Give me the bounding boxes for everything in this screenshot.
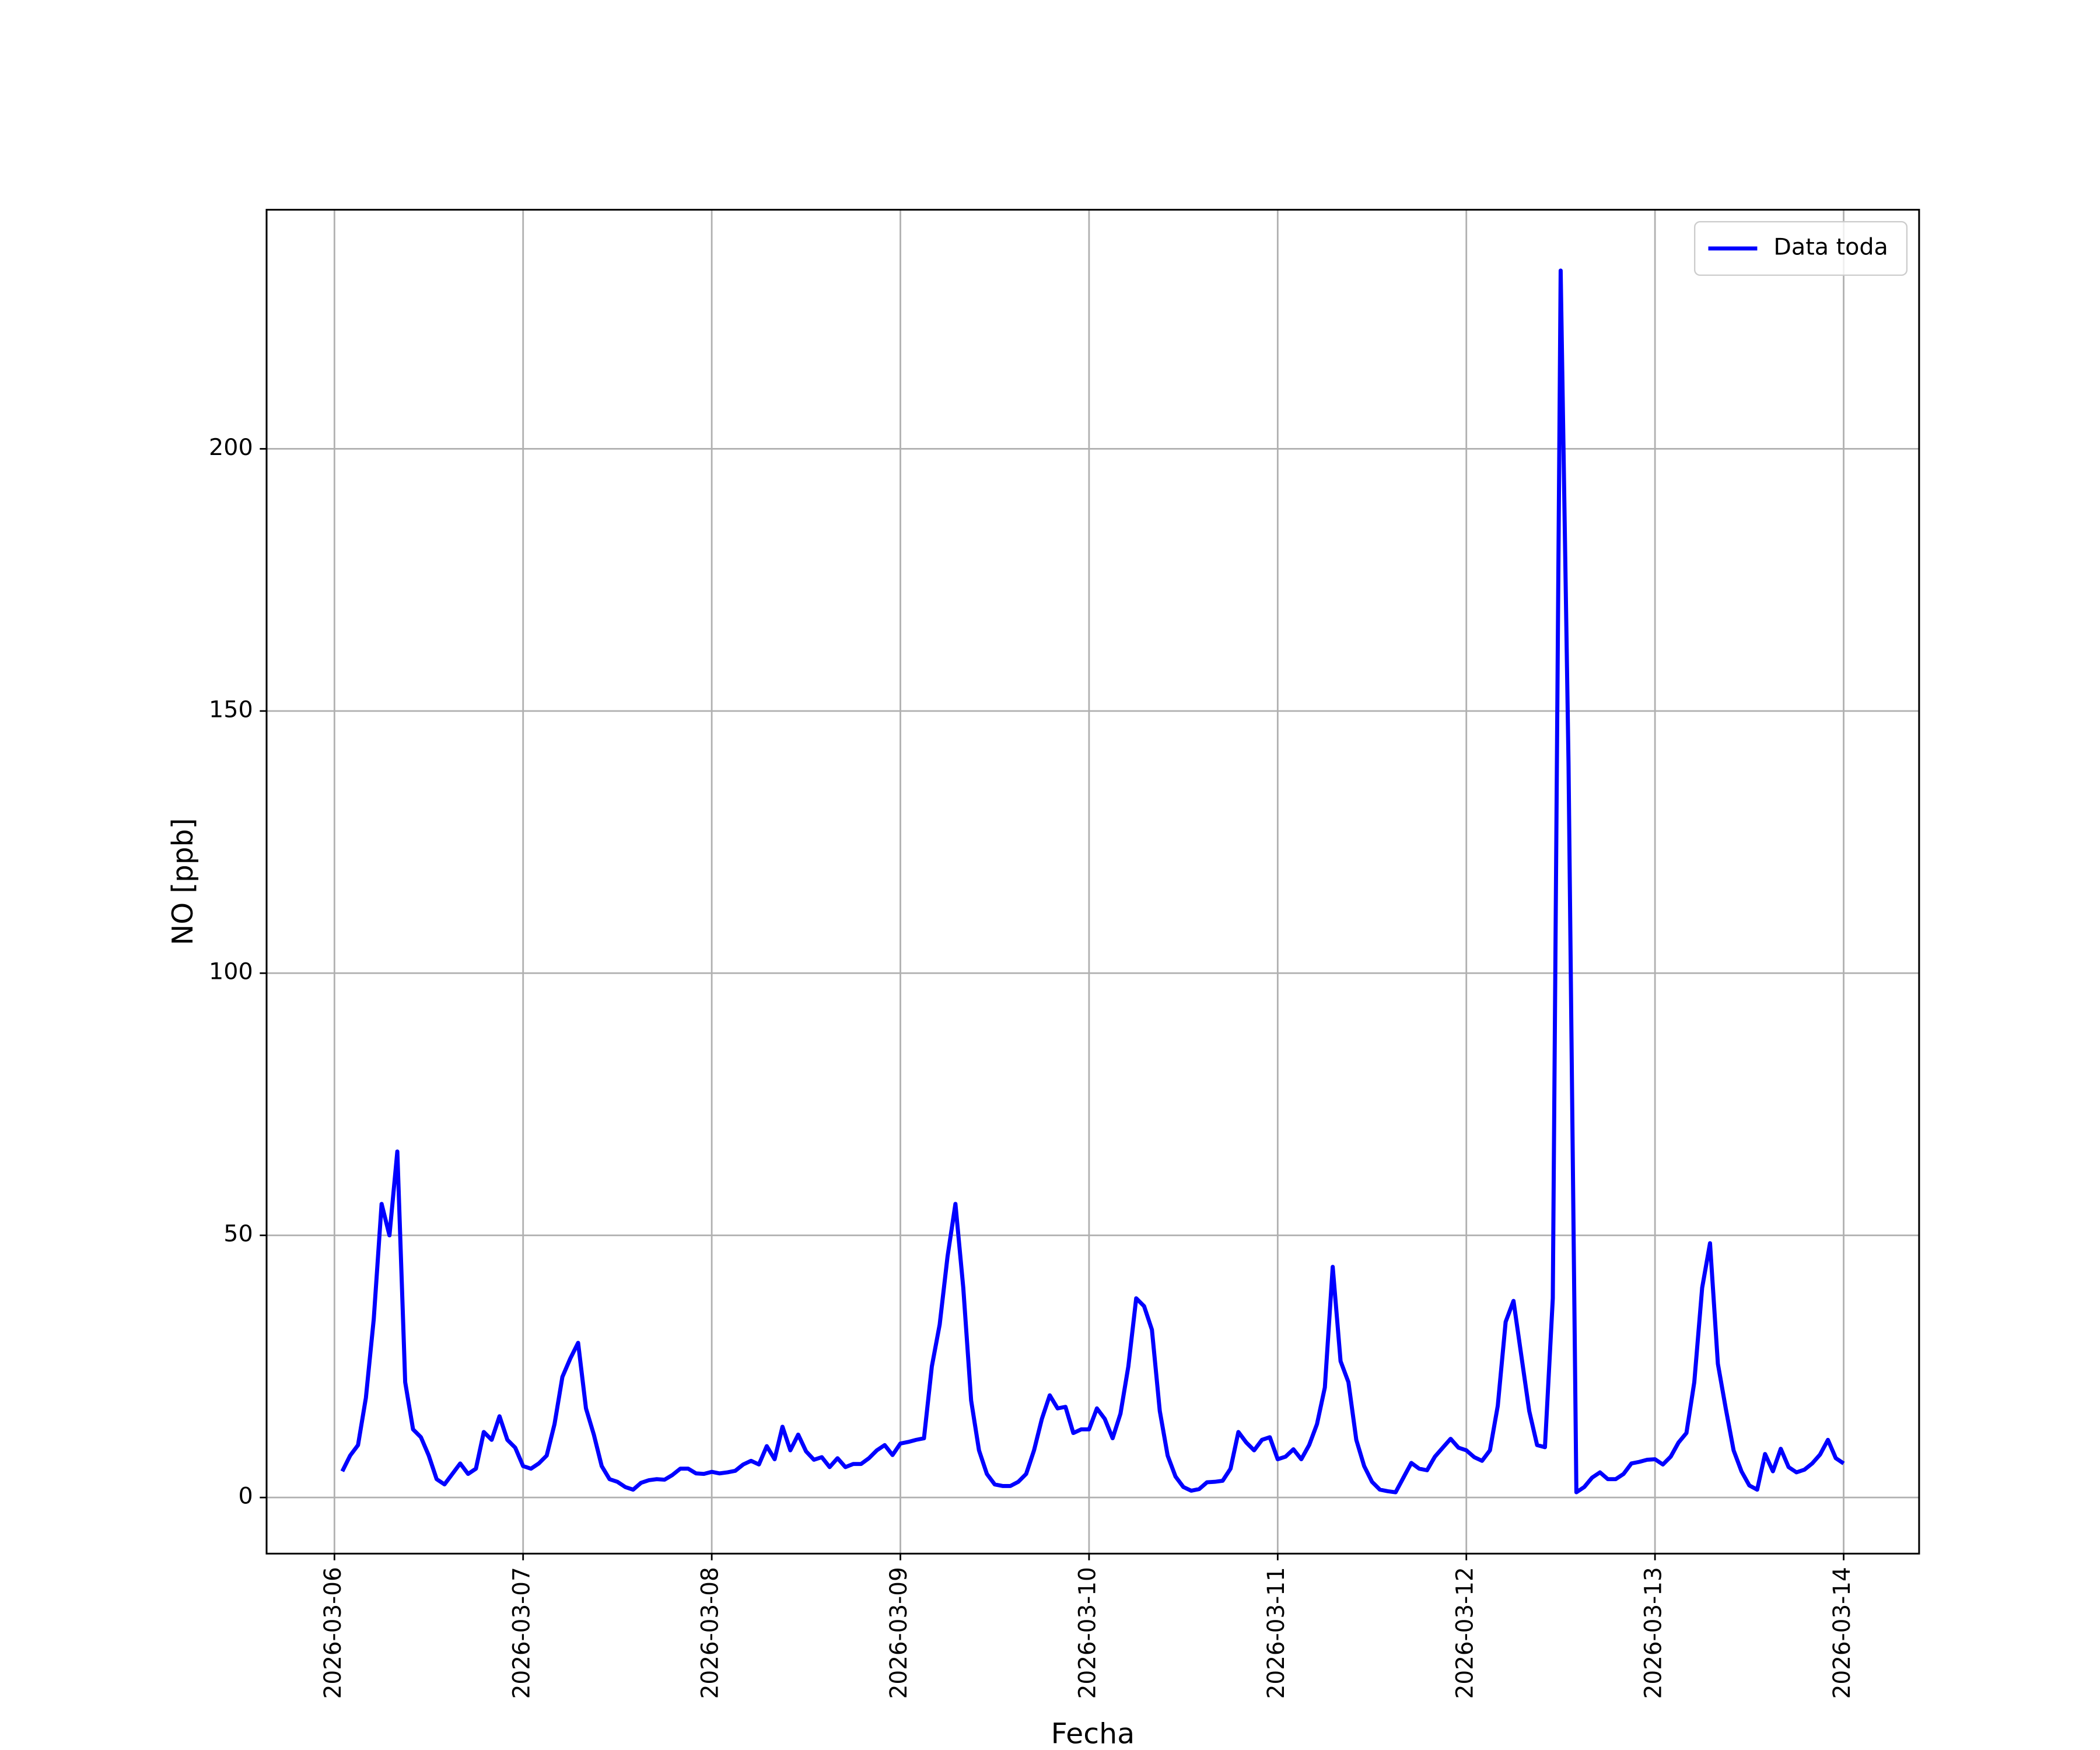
x-tick-label: 2026-03-09 — [886, 1567, 912, 1699]
ticks: 0 50 100 150 200 2026-03-06 2026-03-07 2026-03-… — [209, 435, 1856, 1699]
y-tick-label: 200 — [209, 435, 253, 461]
y-tick-label: 150 — [209, 697, 253, 723]
x-tick-label: 2026-03-11 — [1264, 1567, 1290, 1699]
grid — [266, 209, 1919, 1554]
legend-label: Data toda — [1773, 235, 1888, 261]
data-line — [340, 268, 1845, 1494]
y-tick-label: 50 — [223, 1221, 253, 1247]
y-tick-label: 0 — [238, 1483, 253, 1510]
x-tick-label: 2026-03-10 — [1074, 1567, 1101, 1699]
x-tick-label: 2026-03-08 — [697, 1567, 723, 1699]
x-tick-label: 2026-03-07 — [509, 1567, 535, 1699]
x-tick-label: 2026-03-06 — [320, 1567, 346, 1699]
legend-box — [1694, 221, 1908, 276]
x-tick-label: 2026-03-14 — [1829, 1567, 1856, 1699]
legend: Data toda — [1694, 221, 1908, 276]
x-tick-label: 2026-03-12 — [1452, 1567, 1478, 1699]
plot — [340, 268, 1845, 1494]
x-tick-label: 2026-03-13 — [1640, 1567, 1667, 1699]
axes-frame — [265, 209, 1920, 1555]
y-axis-label: NO [ppb] — [167, 818, 200, 945]
x-axis-label: Fecha — [1051, 1718, 1135, 1750]
y-tick-label: 100 — [209, 959, 253, 985]
